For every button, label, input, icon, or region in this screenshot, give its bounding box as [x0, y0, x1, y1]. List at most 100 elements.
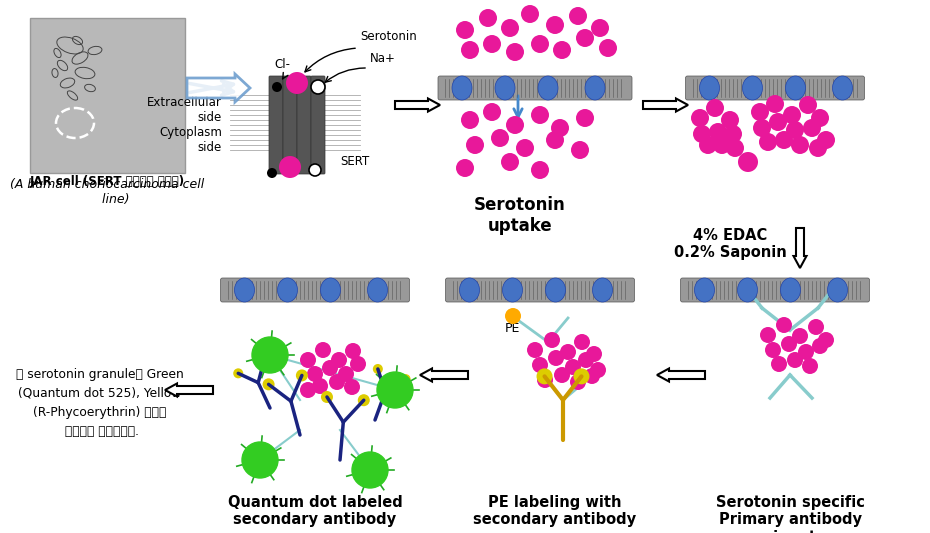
Circle shape	[322, 360, 338, 376]
Circle shape	[803, 119, 821, 137]
Circle shape	[309, 164, 321, 176]
Circle shape	[233, 368, 244, 378]
Polygon shape	[643, 99, 688, 111]
Circle shape	[576, 109, 594, 127]
Circle shape	[527, 342, 543, 358]
Ellipse shape	[592, 278, 613, 302]
Circle shape	[537, 372, 553, 388]
Circle shape	[724, 125, 742, 143]
Circle shape	[738, 152, 758, 172]
Text: JAR cell (SERT 단백질이 발현된): JAR cell (SERT 단백질이 발현된)	[30, 175, 185, 188]
Circle shape	[753, 119, 771, 137]
Circle shape	[516, 139, 534, 157]
FancyBboxPatch shape	[220, 278, 409, 302]
Circle shape	[279, 156, 301, 178]
Circle shape	[312, 378, 328, 394]
Ellipse shape	[832, 76, 853, 100]
Circle shape	[262, 378, 274, 390]
Circle shape	[713, 136, 731, 154]
Circle shape	[809, 139, 827, 157]
Polygon shape	[165, 384, 213, 397]
Text: Serotonin specific
Primary antibody
conjugates: Serotonin specific Primary antibody conj…	[715, 495, 865, 533]
Circle shape	[548, 350, 564, 366]
FancyBboxPatch shape	[297, 76, 311, 174]
Circle shape	[798, 344, 814, 360]
Circle shape	[565, 359, 581, 375]
Circle shape	[345, 343, 361, 359]
Ellipse shape	[452, 76, 472, 100]
Circle shape	[531, 161, 549, 179]
Circle shape	[501, 19, 519, 37]
Circle shape	[401, 374, 411, 384]
FancyBboxPatch shape	[438, 76, 632, 100]
Circle shape	[570, 374, 586, 390]
Ellipse shape	[742, 76, 763, 100]
Circle shape	[571, 141, 589, 159]
Circle shape	[300, 382, 316, 398]
Ellipse shape	[828, 278, 847, 302]
Circle shape	[344, 379, 360, 395]
Ellipse shape	[546, 278, 565, 302]
Text: Na+: Na+	[370, 52, 396, 65]
FancyBboxPatch shape	[30, 18, 185, 173]
Circle shape	[491, 129, 509, 147]
Circle shape	[799, 96, 817, 114]
Circle shape	[760, 327, 776, 343]
Circle shape	[812, 338, 828, 354]
Circle shape	[546, 131, 564, 149]
Circle shape	[466, 136, 484, 154]
Circle shape	[461, 41, 479, 59]
Circle shape	[286, 72, 308, 94]
FancyBboxPatch shape	[681, 278, 870, 302]
Ellipse shape	[695, 278, 714, 302]
Circle shape	[802, 358, 818, 374]
Circle shape	[576, 29, 594, 47]
Circle shape	[553, 41, 571, 59]
Polygon shape	[793, 228, 806, 268]
Text: Serotonin
uptake: Serotonin uptake	[474, 196, 565, 235]
Circle shape	[242, 442, 278, 478]
Circle shape	[252, 337, 288, 373]
Circle shape	[759, 133, 777, 151]
Circle shape	[817, 131, 835, 149]
Circle shape	[259, 357, 269, 366]
FancyBboxPatch shape	[685, 76, 865, 100]
Circle shape	[591, 19, 609, 37]
Circle shape	[765, 342, 781, 358]
Circle shape	[751, 103, 769, 121]
Ellipse shape	[538, 76, 558, 100]
Circle shape	[811, 109, 829, 127]
Circle shape	[551, 119, 569, 137]
Circle shape	[267, 168, 277, 178]
Ellipse shape	[502, 278, 523, 302]
Circle shape	[769, 113, 787, 131]
Circle shape	[726, 139, 744, 157]
Circle shape	[505, 308, 521, 324]
Circle shape	[574, 368, 590, 384]
Circle shape	[329, 374, 345, 390]
Circle shape	[590, 362, 606, 378]
Circle shape	[546, 16, 564, 34]
Circle shape	[531, 106, 549, 124]
Circle shape	[791, 136, 809, 154]
Circle shape	[584, 368, 600, 384]
FancyBboxPatch shape	[445, 278, 634, 302]
Circle shape	[560, 344, 576, 360]
Circle shape	[272, 82, 282, 92]
Circle shape	[766, 95, 784, 113]
Polygon shape	[657, 368, 705, 382]
Circle shape	[315, 342, 331, 358]
Circle shape	[691, 109, 709, 127]
FancyArrow shape	[187, 74, 250, 102]
Circle shape	[771, 356, 787, 372]
Circle shape	[331, 352, 347, 368]
Polygon shape	[395, 99, 440, 111]
Text: Cytoplasm
side: Cytoplasm side	[159, 126, 222, 154]
Circle shape	[352, 452, 388, 488]
Ellipse shape	[780, 278, 801, 302]
Text: PE: PE	[504, 322, 520, 335]
Ellipse shape	[585, 76, 605, 100]
Circle shape	[456, 159, 474, 177]
Circle shape	[578, 352, 594, 368]
Ellipse shape	[459, 278, 480, 302]
